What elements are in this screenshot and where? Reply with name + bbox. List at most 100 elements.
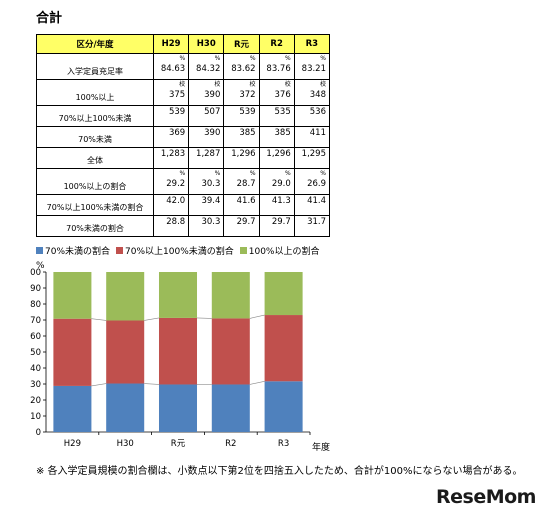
table-row: 入学定員充足率% 84.63% 84.32% 83.62% 83.76% 83.21 bbox=[36, 53, 331, 80]
table-cell: 539 bbox=[223, 105, 260, 127]
cell-value: 39.4 bbox=[201, 196, 221, 206]
table-row: 全体 1,283 1,287 1,296 1,296 1,295 bbox=[36, 147, 331, 169]
table-cell: 390 bbox=[188, 126, 225, 148]
row-label: 70%未満 bbox=[36, 126, 154, 148]
unit-label: % bbox=[285, 55, 291, 62]
table-cell: 41.4 bbox=[293, 194, 331, 216]
table-cell: 校 376 bbox=[258, 79, 295, 106]
bar-segment bbox=[158, 272, 198, 318]
cell-value: 536 bbox=[309, 107, 326, 117]
cell-value: 1,296 bbox=[231, 149, 256, 159]
unit-label: % bbox=[285, 170, 291, 177]
cell-value: 1,296 bbox=[266, 149, 291, 159]
row-label: 70%以上100%未満 bbox=[36, 105, 154, 127]
table-row: 70%以上100%未満の割合 42.0 39.4 41.6 41.3 41.4 bbox=[36, 194, 331, 216]
cell-value: 29.2 bbox=[166, 179, 186, 189]
cell-value: 83.21 bbox=[301, 64, 326, 74]
cell-value: 375 bbox=[168, 90, 186, 100]
row-label: 100%以上の割合 bbox=[36, 168, 154, 195]
cell-value: 83.76 bbox=[266, 64, 291, 74]
row-label: 入学定員充足率 bbox=[36, 53, 154, 80]
chart-legend: 70%未満の割合 70%以上100%未満の割合 100%以上の割合 bbox=[36, 244, 319, 257]
series-connector-line bbox=[144, 383, 160, 385]
table-row: 70%未満の割合 28.8 30.3 29.7 29.7 31.7 bbox=[36, 215, 331, 237]
cell-value: 390 bbox=[204, 128, 221, 138]
section-title: 合計 bbox=[36, 11, 63, 26]
header-cell: R3 bbox=[293, 34, 331, 54]
table-cell: % 29.0 bbox=[258, 168, 295, 195]
cell-value: 29.7 bbox=[236, 217, 256, 227]
row-label: 70%以上100%未満の割合 bbox=[36, 194, 154, 216]
header-cell: 区分/年度 bbox=[36, 34, 154, 54]
legend-label: 70%未満の割合 bbox=[45, 247, 111, 257]
table-cell: 31.7 bbox=[293, 215, 331, 237]
table-cell: % 26.9 bbox=[293, 168, 331, 195]
legend-item: 100%以上の割合 bbox=[239, 244, 319, 257]
table-cell: 507 bbox=[188, 105, 225, 127]
cell-value: 507 bbox=[204, 107, 221, 117]
cell-value: 1,283 bbox=[160, 149, 186, 159]
cell-value: 26.9 bbox=[307, 179, 326, 189]
x-tick-label: R3 bbox=[278, 439, 289, 449]
unit-label: % bbox=[214, 170, 221, 177]
cell-value: 30.3 bbox=[201, 217, 221, 227]
table-cell: 385 bbox=[258, 126, 295, 148]
table-cell: % 29.2 bbox=[152, 168, 190, 195]
bar-segment bbox=[158, 384, 198, 432]
bar-segment bbox=[211, 318, 250, 385]
unit-label: % bbox=[179, 55, 186, 62]
y-tick-label: 100 bbox=[30, 268, 41, 278]
cell-value: 28.7 bbox=[236, 179, 256, 189]
cell-value: 369 bbox=[168, 128, 186, 138]
table-row: 100%以上の割合% 29.2% 30.3% 28.7% 29.0% 26.9 bbox=[36, 168, 331, 195]
table-cell: % 83.21 bbox=[293, 53, 331, 80]
y-tick-label: 60 bbox=[30, 332, 41, 342]
bar-segment bbox=[106, 383, 145, 432]
y-tick-label: 10 bbox=[30, 412, 41, 422]
legend-label: 70%以上100%未満の割合 bbox=[125, 247, 234, 257]
table-cell: 1,287 bbox=[188, 147, 225, 169]
table-cell: 28.8 bbox=[152, 215, 190, 237]
footnote: ※ 各入学定員規模の割合欄は、小数点以下第2位を四捨五入したため、合計が100%… bbox=[36, 466, 523, 477]
y-tick-label: 30 bbox=[30, 380, 41, 390]
series-connector-line bbox=[91, 383, 107, 387]
unit-label: 校 bbox=[249, 81, 256, 88]
table-cell: 1,295 bbox=[293, 147, 331, 169]
bar-segment bbox=[211, 384, 250, 432]
table-cell: % 83.76 bbox=[258, 53, 295, 80]
table-cell: 1,296 bbox=[258, 147, 295, 169]
unit-label: 校 bbox=[214, 81, 221, 88]
bar-segment bbox=[264, 272, 303, 316]
table-cell: 校 372 bbox=[223, 79, 260, 106]
y-tick-label: 90 bbox=[30, 284, 41, 294]
series-connector-line bbox=[249, 314, 265, 319]
cell-value: 372 bbox=[239, 90, 256, 100]
table-cell: 校 375 bbox=[152, 79, 190, 106]
resemom-logo: ReseMom bbox=[436, 486, 536, 508]
table-cell: 385 bbox=[223, 126, 260, 148]
table-cell: 42.0 bbox=[152, 194, 190, 216]
table-row: 70%以上100%未満 539 507 539 535 536 bbox=[36, 105, 331, 127]
cell-value: 385 bbox=[274, 128, 291, 138]
x-axis-label: 年度 bbox=[312, 441, 330, 453]
table-cell: % 84.63 bbox=[152, 53, 190, 80]
row-label: 全体 bbox=[36, 147, 154, 169]
table-row: 100%以上 校 375 校 390 校 372 校 376 校 348 bbox=[36, 79, 331, 106]
cell-value: 83.62 bbox=[231, 64, 256, 74]
legend-item: 70%以上100%未満の割合 bbox=[116, 244, 234, 257]
x-tick-label: H30 bbox=[117, 439, 134, 449]
table-cell: 41.6 bbox=[223, 194, 260, 216]
bar-segment bbox=[53, 385, 92, 432]
series-connector-line bbox=[91, 318, 107, 321]
table-cell: % 28.7 bbox=[223, 168, 260, 195]
bar-segment bbox=[106, 320, 145, 384]
legend-swatch bbox=[36, 247, 43, 254]
stacked-bar-chart: 0 10 20 30 40 50 60 70 80 90 100% H29 H30 R元 R2 R3 年度 bbox=[30, 261, 330, 453]
table-header-row: 区分/年度 H29 H30 R元 R2 R3 bbox=[36, 34, 331, 54]
table-cell: 29.7 bbox=[258, 215, 295, 237]
cell-value: 29.7 bbox=[271, 217, 291, 227]
legend-swatch bbox=[239, 247, 247, 254]
bar-segment bbox=[211, 272, 250, 319]
header-cell: H29 bbox=[152, 34, 190, 54]
series-connector-line bbox=[249, 380, 265, 385]
